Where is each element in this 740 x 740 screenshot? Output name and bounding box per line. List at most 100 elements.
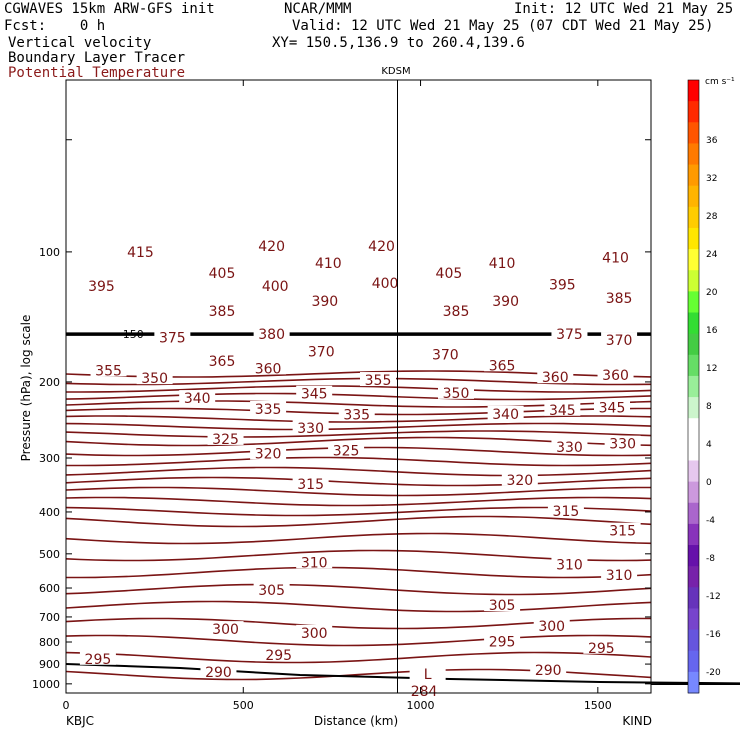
isentrope-line bbox=[65, 496, 652, 507]
contour-label-bg bbox=[583, 639, 620, 654]
contour-label: 340 bbox=[184, 391, 211, 407]
y-axis-label: Pressure (hPa), log scale bbox=[19, 315, 33, 462]
y-tick-label: 600 bbox=[39, 582, 60, 595]
contour-label: 305 bbox=[489, 598, 516, 614]
chart-title: KDSM bbox=[381, 66, 410, 77]
contour-label-bg bbox=[250, 360, 287, 375]
colorbar-swatch bbox=[688, 545, 699, 567]
colorbar-swatch bbox=[688, 566, 699, 588]
colorbar-label: 20 bbox=[706, 288, 718, 298]
contour-label: 380 bbox=[258, 327, 285, 343]
colorbar-swatch bbox=[688, 312, 699, 335]
contour-label: 395 bbox=[549, 278, 576, 294]
contour-label: 405 bbox=[209, 266, 236, 282]
contour-label: 295 bbox=[265, 648, 292, 664]
contour-label: 335 bbox=[343, 408, 370, 424]
contour-label: 400 bbox=[372, 276, 399, 292]
contour-label-bg bbox=[544, 401, 581, 416]
contour-label-bg bbox=[310, 254, 347, 269]
contour-label-bg bbox=[83, 278, 120, 293]
colorbar-label: 16 bbox=[706, 326, 718, 336]
contour-label: 405 bbox=[436, 266, 463, 282]
contour-label: 295 bbox=[85, 652, 112, 668]
organization-label: NCAR/MMM bbox=[284, 1, 352, 17]
contour-label-bg bbox=[253, 326, 290, 341]
contour-label: 385 bbox=[209, 304, 236, 320]
contour-label-bg bbox=[200, 663, 237, 678]
colorbar-swatch bbox=[688, 502, 699, 525]
colorbar-swatch bbox=[688, 164, 699, 187]
colorbar-swatch bbox=[688, 333, 699, 356]
contour-label: 315 bbox=[297, 477, 324, 493]
contour-label-bg bbox=[501, 471, 538, 486]
isentrope-line bbox=[66, 456, 652, 467]
contour-label: 305 bbox=[258, 583, 285, 599]
contour-label-bg bbox=[90, 362, 127, 377]
contour-label-bg bbox=[367, 274, 404, 289]
valid-time: Valid: 12 UTC Wed 21 May 25 (07 CDT Wed … bbox=[292, 18, 714, 34]
contour-label-bg bbox=[551, 326, 588, 341]
contour-label: 310 bbox=[556, 558, 583, 574]
contour-label-bg bbox=[360, 372, 396, 387]
contour-label: 375 bbox=[159, 331, 186, 347]
contour-label: 330 bbox=[556, 440, 583, 456]
contour-label-bg bbox=[296, 385, 333, 400]
contour-label-bg bbox=[484, 254, 521, 269]
contour-label: 340 bbox=[492, 407, 519, 423]
colorbar-swatch bbox=[688, 439, 699, 461]
contour-label: 295 bbox=[588, 641, 615, 657]
contour-label: 415 bbox=[127, 245, 154, 261]
isentrope-line bbox=[65, 476, 652, 487]
contour-label-bg bbox=[487, 293, 524, 308]
colorbar-swatch bbox=[688, 650, 699, 673]
contour-label: 335 bbox=[255, 402, 282, 418]
field-boundary-layer-tracer: Boundary Layer Tracer bbox=[8, 50, 186, 66]
isentrope-line bbox=[65, 392, 652, 401]
colorbar-swatch bbox=[688, 481, 699, 504]
y-tick-label: 500 bbox=[39, 548, 60, 561]
contour-label-bg bbox=[438, 302, 474, 317]
contour-label: 390 bbox=[311, 294, 338, 310]
y-tick-label: 800 bbox=[39, 636, 60, 649]
contour-label-bg bbox=[537, 369, 574, 384]
contour-label: 365 bbox=[209, 354, 236, 370]
contour-label-bg bbox=[292, 476, 329, 491]
isentrope-line bbox=[65, 415, 652, 423]
colorbar-swatch bbox=[688, 227, 699, 250]
colorbar-label: 36 bbox=[706, 136, 718, 146]
colorbar-swatch bbox=[688, 206, 699, 229]
isentrope-line bbox=[65, 532, 652, 545]
contour-label-bg bbox=[601, 290, 638, 305]
contour-label: 370 bbox=[432, 348, 459, 364]
contour-label: 350 bbox=[443, 386, 470, 402]
colorbar-swatch bbox=[688, 80, 699, 102]
forecast-hour: Fcst: 0 h bbox=[4, 18, 106, 34]
contour-label: 310 bbox=[301, 555, 328, 571]
contour-label-bg bbox=[601, 567, 638, 582]
contour-label-bg bbox=[604, 435, 641, 450]
contour-label: 420 bbox=[368, 239, 395, 255]
contour-label: 300 bbox=[538, 619, 565, 635]
colorbar-swatch bbox=[688, 375, 699, 398]
field-vertical-velocity: Vertical velocity bbox=[8, 35, 152, 51]
colorbar-swatch bbox=[688, 671, 699, 694]
contour-label-bg bbox=[250, 445, 287, 460]
contour-label-bg bbox=[260, 647, 297, 662]
contour-label: 325 bbox=[333, 443, 360, 459]
colorbar-swatch bbox=[688, 587, 699, 609]
colorbar-units: cm s⁻¹ bbox=[705, 77, 735, 87]
contour-label: 330 bbox=[609, 437, 636, 453]
isentrope-line bbox=[65, 466, 652, 477]
contour-label-bg bbox=[601, 332, 638, 347]
colorbar-swatch bbox=[688, 354, 699, 377]
contour-label-bg bbox=[533, 618, 570, 633]
colorbar-label: 32 bbox=[706, 174, 717, 184]
contour-label: 295 bbox=[489, 634, 516, 650]
y-tick-label: 200 bbox=[39, 376, 60, 389]
contour-label: 365 bbox=[489, 358, 516, 374]
colorbar-label: 8 bbox=[706, 402, 712, 412]
contour-label-bg bbox=[253, 238, 290, 253]
contour-label-bg bbox=[207, 621, 244, 636]
isentrope-line bbox=[65, 515, 652, 528]
